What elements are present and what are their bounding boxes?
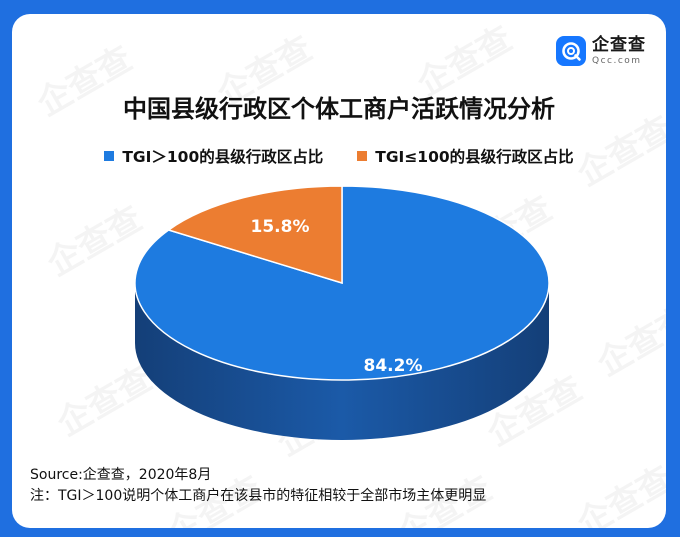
- legend-item-tgi-above-100: TGI＞100的县级行政区占比: [104, 145, 323, 167]
- chart-card: 企查查企查查企查查企查查企查查企查查企查查企查查企查查企查查企查查企查查企查查企…: [12, 14, 666, 528]
- legend-swatch-blue: [104, 151, 115, 161]
- chart-legend: TGI＞100的县级行政区占比 TGI≤100的县级行政区占比: [12, 145, 666, 167]
- pie-side-wall: [135, 283, 549, 440]
- logo-name: 企查查: [592, 34, 646, 55]
- footnote: 注：TGI＞100说明个体工商户在该县市的特征相较于全部市场主体更明显: [30, 488, 487, 504]
- legend-swatch-orange: [357, 151, 368, 161]
- pie-data-label: 15.8%: [251, 217, 310, 237]
- legend-label: TGI＞100的县级行政区占比: [122, 148, 324, 166]
- pie-data-label: 84.2%: [364, 356, 423, 376]
- pie-slice: [166, 185, 343, 285]
- source-note: Source:企查查，2020年8月: [30, 467, 212, 483]
- chart-title: 中国县级行政区个体工商户活跃情况分析: [123, 95, 555, 123]
- chart-footer: Source:企查查，2020年8月 注：TGI＞100说明个体工商户在该县市的…: [30, 465, 486, 507]
- legend-item-tgi-below-100: TGI≤100的县级行政区占比: [357, 145, 574, 167]
- logo-domain: Qcc.com: [592, 55, 642, 66]
- qcc-logo-icon: [556, 36, 586, 66]
- pie-chart: 84.2% 15.8%: [134, 185, 550, 440]
- brand-logo: 企查查 Qcc.com: [556, 36, 646, 66]
- legend-label: TGI≤100的县级行政区占比: [375, 148, 574, 166]
- pie-slice: [134, 185, 550, 381]
